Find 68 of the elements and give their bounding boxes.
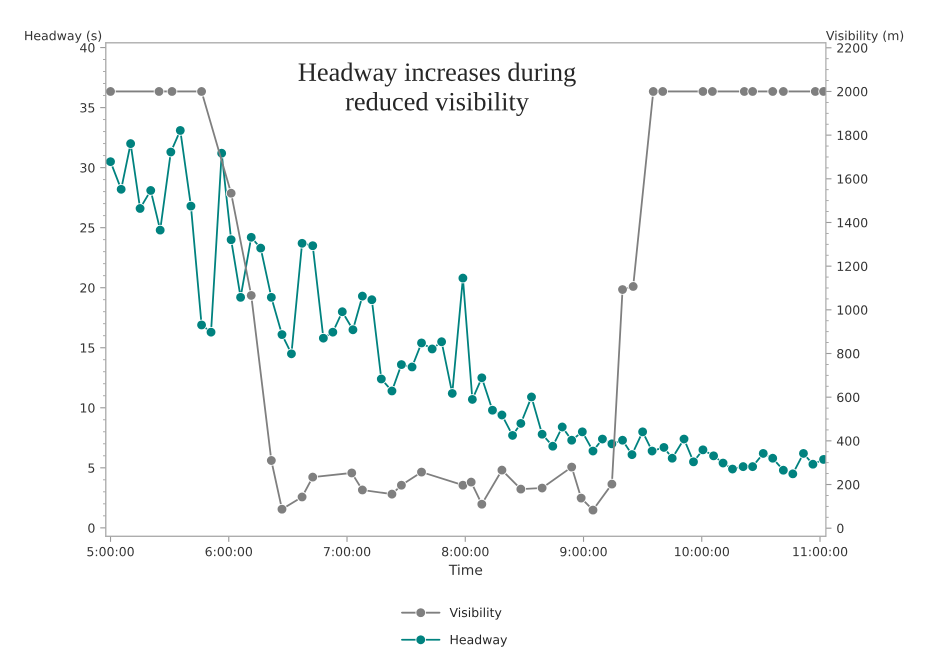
point (154, 86, 164, 97)
y-tick-label: 15 (80, 343, 94, 353)
point (767, 86, 778, 97)
y-tick-label: 30 (80, 163, 95, 173)
point (648, 86, 659, 97)
point (707, 86, 718, 97)
y-tick-label: 20 (80, 283, 95, 293)
point (246, 290, 257, 301)
y2-tick-label: 0 (837, 524, 844, 534)
point (496, 464, 508, 476)
y-tick-label: 5 (88, 463, 94, 473)
y-tick-label: 40 (80, 43, 95, 52)
point (357, 484, 368, 496)
annotation: Headway increases during reduced visibility (298, 62, 576, 116)
point (606, 478, 618, 490)
point (466, 476, 476, 488)
point (516, 484, 526, 494)
x-tick-label: 9:00:00 (560, 546, 607, 556)
point (698, 86, 708, 97)
point (416, 466, 427, 478)
x-axis-title: Time (448, 564, 482, 576)
y2-tick-label: 800 (837, 348, 860, 358)
x-tick-label: 7:00:00 (324, 546, 370, 556)
point (276, 504, 288, 514)
y2-tick-label: 2000 (837, 86, 868, 96)
point (296, 492, 308, 502)
y2-tick-label: 600 (837, 392, 860, 402)
point (458, 480, 468, 490)
point (266, 455, 277, 466)
x-tick-label: 5:00:00 (87, 546, 134, 556)
point (588, 504, 598, 516)
point (106, 86, 116, 97)
point (536, 482, 548, 494)
y2-tick-label: 1400 (838, 218, 868, 228)
y-tick-label: 25 (80, 223, 94, 233)
point (346, 468, 358, 478)
y2-tick-label: 1000 (838, 305, 868, 315)
point (617, 284, 628, 295)
point (307, 472, 318, 482)
point (386, 488, 398, 500)
x-tick-label: 8:00:00 (442, 546, 489, 556)
legend-label: Visibility (450, 608, 502, 620)
y2-tick-label: 2200 (837, 43, 868, 53)
y-axis-title: Headway (s) (25, 30, 102, 43)
point (166, 86, 178, 97)
y-tick-label: 35 (80, 103, 94, 113)
y-tick-label: 10 (80, 403, 95, 413)
x-tick-label: 11:00:00 (793, 546, 848, 556)
point (196, 86, 207, 97)
point (778, 86, 789, 97)
y2-tick-label: 400 (836, 436, 860, 446)
y2-tick-label: 1200 (838, 262, 868, 272)
y2-axis-title: Visibility (m) (826, 30, 904, 43)
x-tick-label: 10:00:00 (675, 546, 729, 556)
legend-label: Headway (450, 634, 508, 647)
point (657, 86, 668, 97)
point (396, 480, 407, 490)
point (566, 462, 577, 472)
point (476, 498, 488, 510)
point (226, 188, 236, 199)
x-tick-label: 6:00:00 (206, 546, 252, 556)
y2-tick-label: 200 (837, 480, 860, 490)
y2-tick-label: 1600 (838, 174, 868, 184)
point (576, 492, 586, 504)
y-tick-label: 0 (88, 523, 95, 533)
point (628, 281, 638, 292)
point (747, 86, 758, 97)
y2-tick-label: 1800 (838, 130, 868, 140)
